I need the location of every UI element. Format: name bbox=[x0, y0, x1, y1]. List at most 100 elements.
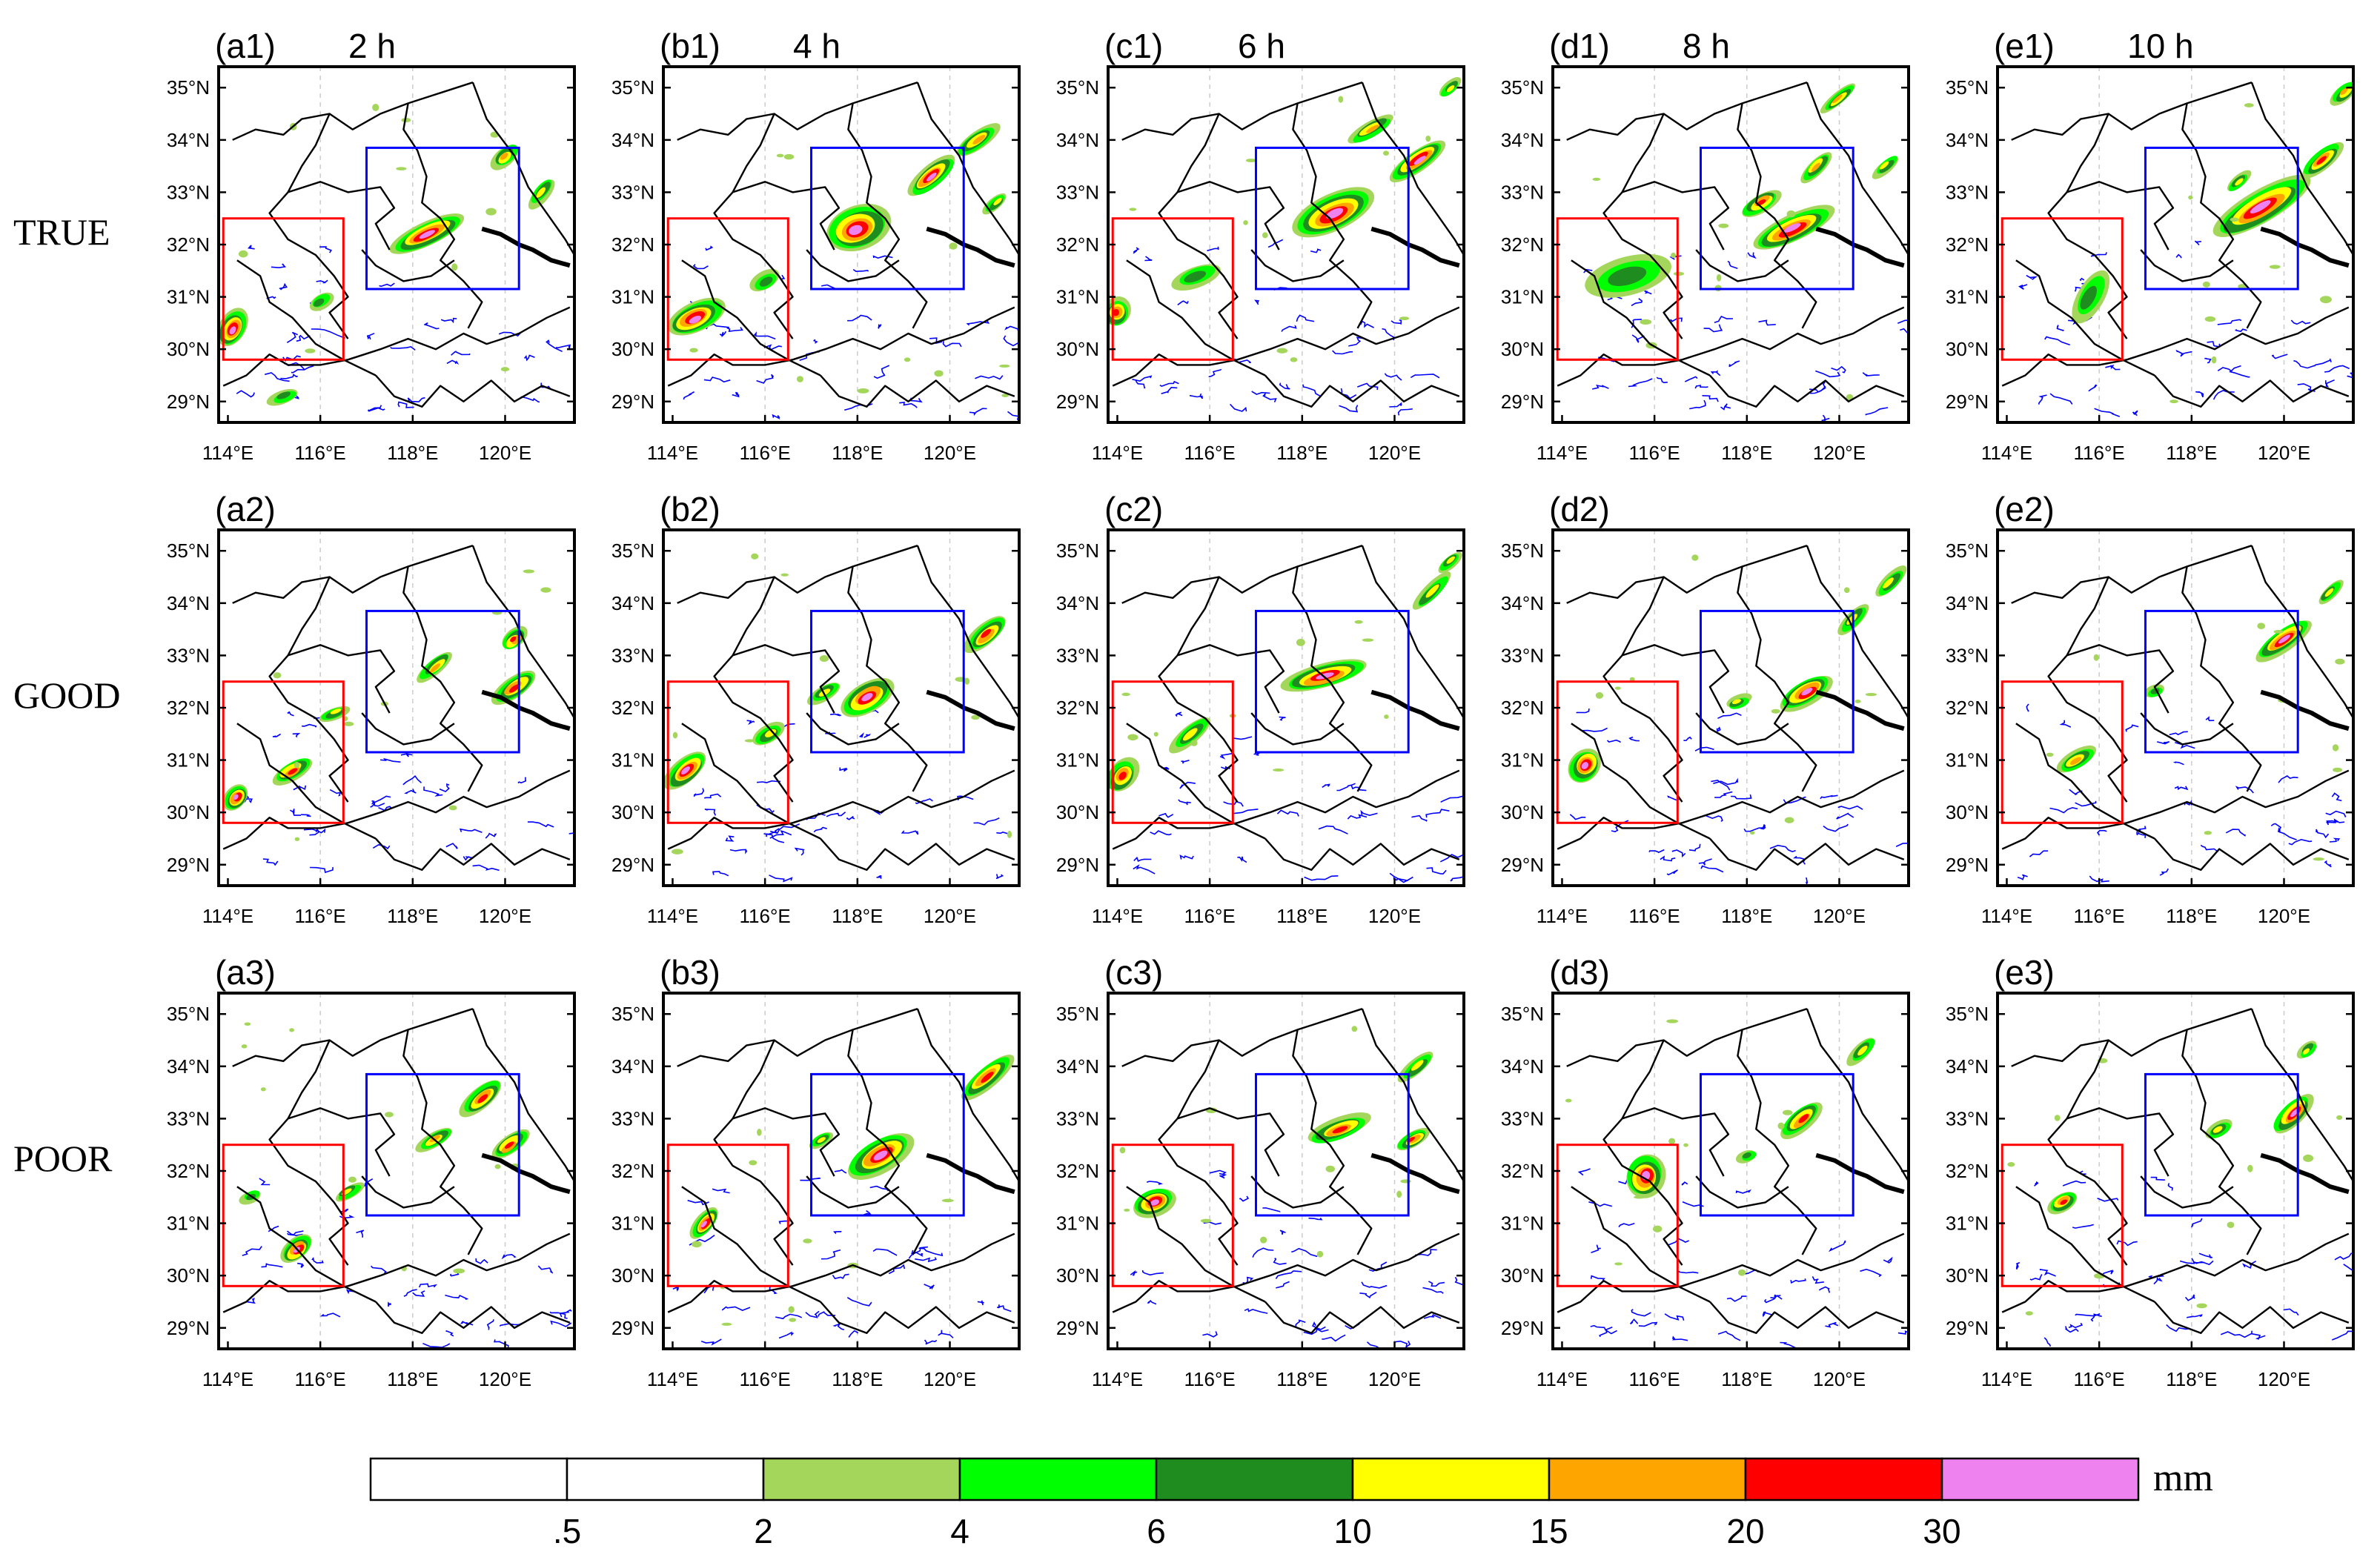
river-line bbox=[1219, 1172, 1227, 1179]
rain-speck bbox=[244, 1022, 251, 1026]
rain-contour bbox=[817, 1137, 826, 1144]
rain-speck bbox=[1243, 220, 1248, 225]
rain-contour bbox=[2080, 285, 2097, 310]
river-line bbox=[1581, 727, 1608, 732]
hydro-line bbox=[404, 789, 417, 794]
rain-speck bbox=[1354, 620, 1363, 624]
rain-speck bbox=[1614, 1262, 1622, 1266]
lon-label: 120°E bbox=[924, 442, 976, 464]
lat-label: 34°N bbox=[167, 592, 210, 614]
hydro-line bbox=[2324, 365, 2350, 373]
rain-contour bbox=[276, 391, 291, 399]
rain-speck bbox=[305, 348, 316, 354]
hydro-line bbox=[805, 1310, 820, 1318]
hydro-line bbox=[2094, 408, 2121, 417]
province-border bbox=[1806, 1008, 1909, 1182]
hydro-line bbox=[311, 328, 345, 339]
hydro-line bbox=[485, 832, 497, 839]
river-line bbox=[1254, 299, 1259, 305]
hydro-line bbox=[901, 830, 919, 835]
river-line bbox=[2190, 1218, 2203, 1228]
hydro-line bbox=[412, 1290, 425, 1297]
province-border bbox=[1112, 306, 1460, 387]
hydro-line bbox=[527, 821, 554, 828]
hydro-line bbox=[915, 1257, 937, 1263]
river-line bbox=[780, 274, 786, 281]
lat-label: 34°N bbox=[1501, 129, 1544, 151]
panel-tag: (d2) bbox=[1549, 490, 1610, 528]
map-content bbox=[1557, 993, 1909, 1349]
hydro-line bbox=[1133, 864, 1156, 875]
river-line bbox=[271, 263, 287, 269]
province-border bbox=[916, 1008, 1019, 1182]
estuary-line bbox=[926, 689, 1015, 731]
river-line bbox=[692, 264, 709, 270]
province-border bbox=[1250, 249, 1345, 282]
hydro-line bbox=[977, 1300, 984, 1306]
hydro-line bbox=[1150, 830, 1172, 836]
lat-label: 34°N bbox=[611, 592, 654, 614]
river-line bbox=[2167, 1183, 2174, 1191]
province-border bbox=[471, 82, 574, 256]
river-line bbox=[380, 757, 401, 763]
hydro-line bbox=[700, 1338, 722, 1346]
river-line bbox=[2169, 731, 2188, 736]
lat-label: 34°N bbox=[611, 1055, 654, 1078]
hydro-line bbox=[2184, 1294, 2195, 1301]
hydro-line bbox=[402, 775, 422, 786]
region-box-blue bbox=[365, 609, 520, 754]
hydro-line bbox=[2293, 359, 2316, 369]
hydro-line bbox=[1223, 800, 1244, 807]
hydro-line bbox=[1132, 375, 1153, 382]
lon-label: 114°E bbox=[1981, 442, 2032, 464]
province-border bbox=[2001, 1232, 2350, 1313]
estuary-line bbox=[481, 689, 571, 731]
lon-label: 116°E bbox=[740, 442, 791, 464]
hydro-line bbox=[911, 1250, 924, 1257]
colorbar-unit: mm bbox=[2153, 1457, 2213, 1499]
hydro-line bbox=[1295, 1319, 1306, 1328]
lat-label: 30°N bbox=[611, 801, 654, 823]
lat-label: 31°N bbox=[611, 749, 654, 771]
rain-speck bbox=[2211, 356, 2217, 364]
hydro-line bbox=[2278, 826, 2297, 841]
lat-label: 35°N bbox=[1946, 1003, 1989, 1025]
rain-speck bbox=[949, 242, 958, 250]
rain-contour bbox=[993, 198, 1002, 205]
lat-label: 30°N bbox=[1946, 1264, 1989, 1287]
hydro-line bbox=[2049, 806, 2078, 814]
estuary-line bbox=[2260, 1152, 2350, 1195]
row-label-true: TRUE bbox=[13, 211, 110, 253]
lat-label: 30°N bbox=[1056, 801, 1099, 823]
lat-label: 31°N bbox=[1946, 1212, 1989, 1235]
hydro-line bbox=[1743, 827, 1766, 832]
hydro-line bbox=[2217, 365, 2241, 372]
province-border bbox=[288, 181, 396, 250]
province-border bbox=[916, 545, 1019, 719]
river-line bbox=[259, 1178, 271, 1186]
rain-contour bbox=[1801, 688, 1813, 696]
hydro-line bbox=[2088, 384, 2098, 392]
province-border bbox=[732, 181, 841, 250]
hydro-line bbox=[423, 786, 443, 797]
river-line bbox=[778, 1220, 790, 1224]
hydro-line bbox=[450, 1272, 460, 1277]
hydro-line bbox=[242, 1246, 262, 1256]
hydro-line bbox=[1230, 403, 1247, 412]
hydro-line bbox=[1389, 872, 1413, 883]
hydro-line bbox=[1312, 1321, 1326, 1330]
hydro-line bbox=[2229, 371, 2250, 378]
province-border bbox=[820, 837, 1015, 871]
hydro-line bbox=[726, 327, 743, 333]
province-border bbox=[375, 374, 571, 408]
lat-label: 29°N bbox=[1501, 1317, 1544, 1339]
hydro-line bbox=[1411, 814, 1428, 822]
rain-speck bbox=[2188, 195, 2193, 200]
hydro-line bbox=[523, 354, 535, 362]
river-line bbox=[287, 711, 294, 717]
province-border bbox=[232, 1008, 474, 1067]
rain-speck bbox=[1396, 1190, 1402, 1198]
lat-label: 32°N bbox=[611, 1160, 654, 1182]
river-line bbox=[2026, 703, 2029, 712]
colorbar-threshold: 30 bbox=[1923, 1512, 1960, 1550]
